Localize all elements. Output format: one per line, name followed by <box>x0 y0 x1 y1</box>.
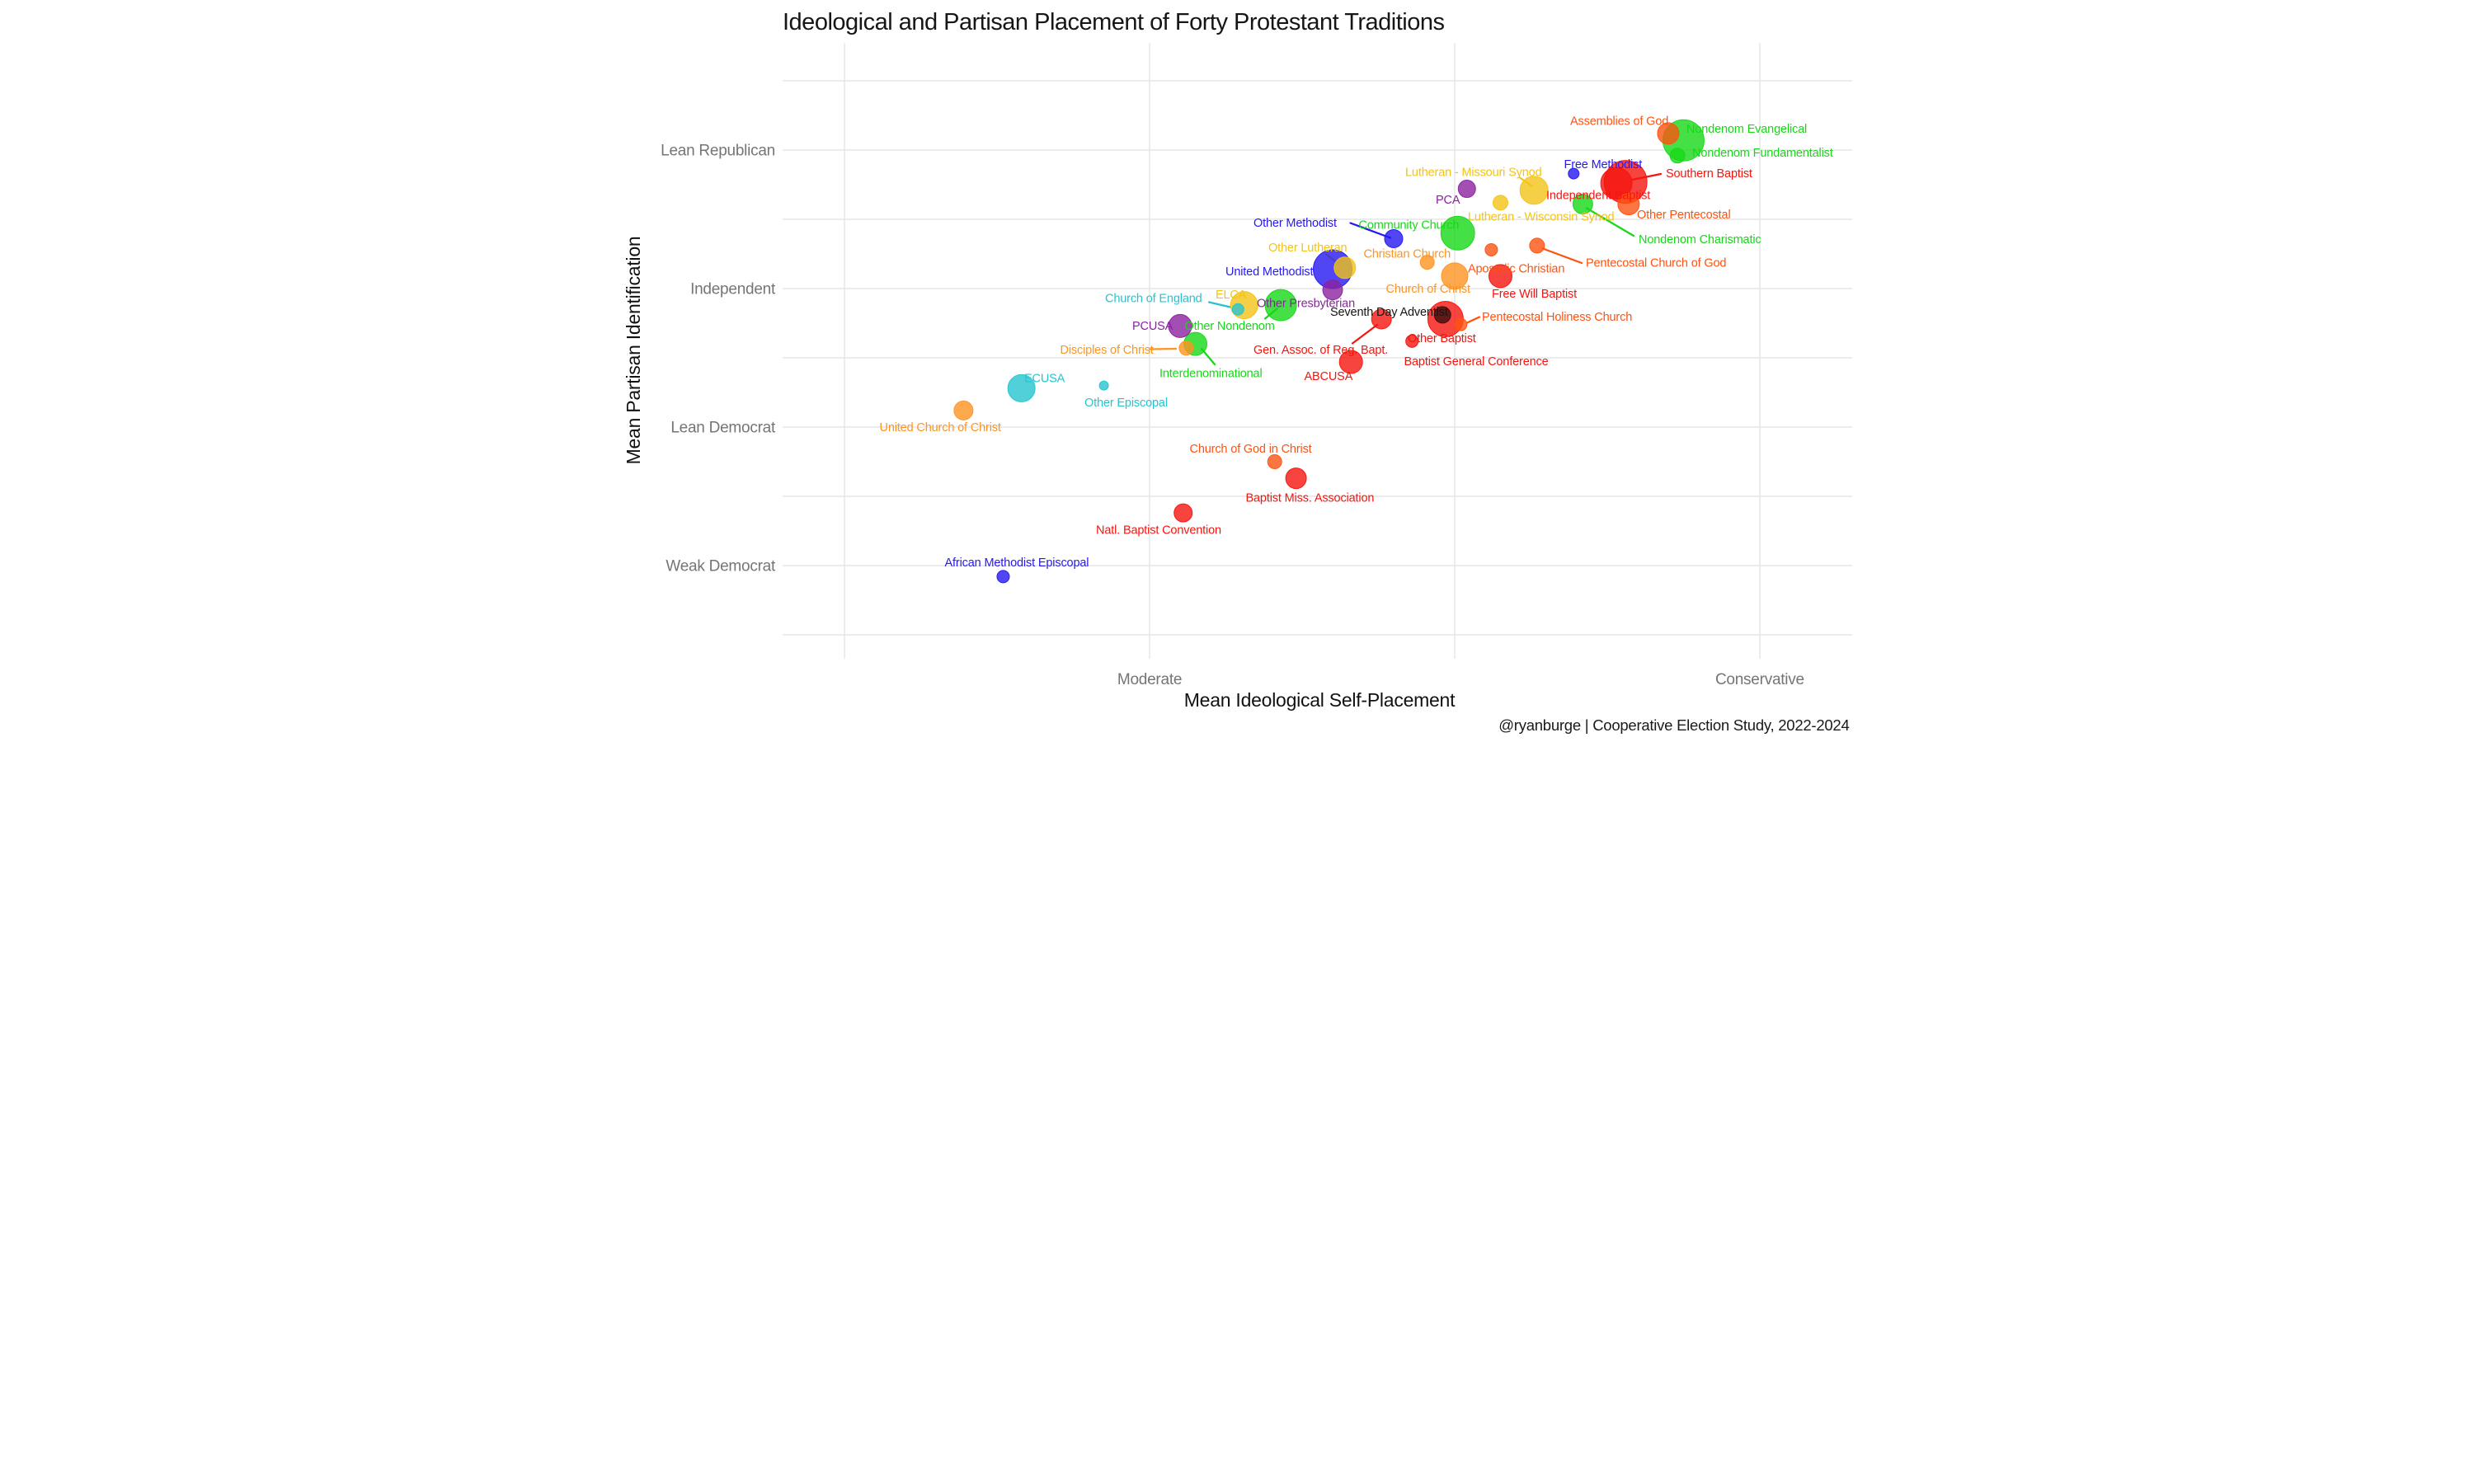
point-united-church-of-christ <box>953 400 974 420</box>
leader-pentecostal-holiness-church <box>1465 316 1481 324</box>
caption: @ryanburge | Cooperative Election Study,… <box>1498 716 1849 734</box>
label-pcusa: PCUSA <box>1132 320 1174 333</box>
chart-title: Ideological and Partisan Placement of Fo… <box>783 9 1445 35</box>
point-abcusa <box>1338 350 1363 374</box>
label-assemblies-of-god: Assemblies of God <box>1570 115 1668 129</box>
label-pentecostal-church-of-god: Pentecostal Church of God <box>1586 257 1726 270</box>
leader-pentecostal-church-of-god <box>1541 247 1583 265</box>
y-tick-2: Lean Democrat <box>670 419 776 436</box>
label-baptist-miss-association: Baptist Miss. Association <box>1246 492 1375 505</box>
label-other-pentecostal: Other Pentecostal <box>1637 209 1731 222</box>
point-other-lutheran <box>1333 256 1357 279</box>
point-african-methodist-episcopal <box>996 570 1010 584</box>
label-pentecostal-holiness-church: Pentecostal Holiness Church <box>1482 311 1632 324</box>
label-nondenom-charismatic: Nondenom Charismatic <box>1639 233 1761 247</box>
label-lutheran-missouri-synod: Lutheran - Missouri Synod <box>1405 167 1542 180</box>
label-seventh-day-adventist: Seventh Day Adventist <box>1330 306 1448 319</box>
point-seventh-day-adventist <box>1433 306 1451 324</box>
label-church-of-england: Church of England <box>1105 293 1202 306</box>
leader-other-methodist <box>1349 222 1392 239</box>
point-community-church <box>1440 215 1475 251</box>
label-church-of-god-in-christ: Church of God in Christ <box>1190 443 1312 456</box>
label-abcusa: ABCUSA <box>1305 370 1353 383</box>
point-other-methodist <box>1384 229 1404 249</box>
point-ecusa <box>1007 373 1036 402</box>
point-nondenom-charismatic <box>1572 194 1593 215</box>
point-lutheran-missouri-synod <box>1519 176 1549 205</box>
label-nondenom-fundamentalist: Nondenom Fundamentalist <box>1692 147 1833 160</box>
label-natl-baptist-convention: Natl. Baptist Convention <box>1096 524 1221 538</box>
y-axis-title: Mean Partisan Identification <box>623 237 644 465</box>
point-free-will-baptist <box>1488 264 1512 289</box>
point-baptist-general-conference <box>1405 334 1419 348</box>
point-pentecostal-holiness-church <box>1454 317 1468 331</box>
x-tick-1: Conservative <box>1715 671 1804 688</box>
label-united-church-of-christ: United Church of Christ <box>880 421 1001 434</box>
label-disciples-of-christ: Disciples of Christ <box>1061 344 1154 357</box>
label-united-methodist: United Methodist <box>1225 265 1314 279</box>
chart-figure: Ideological and Partisan Placement of Fo… <box>618 0 1856 742</box>
y-tick-0: Lean Republican <box>661 143 775 160</box>
point-pca <box>1457 180 1476 199</box>
point-other-nondenom <box>1264 289 1297 322</box>
label-elca: ELCA <box>1216 289 1247 302</box>
point-baptist-miss-association <box>1285 467 1307 490</box>
y-tick-3: Weak Democrat <box>666 557 776 575</box>
label-ecusa: ECUSA <box>1024 373 1065 386</box>
label-other-baptist: Other Baptist <box>1408 332 1476 345</box>
point-apostolic-christian <box>1484 242 1498 256</box>
point-natl-baptist-convention <box>1174 503 1193 523</box>
label-gen-assoc-of-reg-bapt: Gen. Assoc. of Reg. Bapt. <box>1253 344 1388 357</box>
x-tick-0: Moderate <box>1117 671 1182 688</box>
x-axis-title: Mean Ideological Self-Placement <box>1184 689 1456 711</box>
point-pentecostal-church-of-god <box>1529 237 1545 254</box>
point-lutheran-wisconsin-synod <box>1492 195 1508 211</box>
label-nondenom-evangelical: Nondenom Evangelical <box>1686 123 1807 136</box>
point-disciples-of-christ <box>1178 340 1194 356</box>
label-free-methodist: Free Methodist <box>1564 158 1643 171</box>
label-christian-church: Christian Church <box>1364 248 1451 261</box>
label-lutheran-wisconsin-synod: Lutheran - Wisconsin Synod <box>1468 211 1615 224</box>
point-free-methodist <box>1568 167 1580 180</box>
label-apostolic-christian: Apostolic Christian <box>1468 263 1564 276</box>
axis-tick-labels: Lean Republican Independent Lean Democrat W… <box>661 143 1804 688</box>
label-pca: PCA <box>1436 194 1460 207</box>
point-assemblies-of-god <box>1657 122 1680 145</box>
leader-gen-assoc-of-reg-bapt <box>1351 323 1379 345</box>
label-independent-baptist: Independent Baptist <box>1546 190 1650 203</box>
label-interdenominational: Interdenominational <box>1159 368 1263 381</box>
label-free-will-baptist: Free Will Baptist <box>1492 288 1577 301</box>
point-pcusa <box>1168 313 1192 338</box>
point-nondenom-fundamentalist <box>1669 148 1686 164</box>
point-church-of-christ <box>1441 262 1469 290</box>
label-baptist-general-conference: Baptist General Conference <box>1404 355 1549 369</box>
point-church-of-god-in-christ <box>1267 453 1282 469</box>
point-independent-baptist <box>1600 167 1633 200</box>
label-other-nondenom: Other Nondenom <box>1185 320 1275 333</box>
point-other-pentecostal <box>1617 193 1640 216</box>
y-tick-1: Independent <box>690 280 776 298</box>
leader-disciples-of-christ <box>1148 347 1178 350</box>
scatter-plot-svg: Ideological and Partisan Placement of Fo… <box>623 9 1852 734</box>
leader-nondenom-charismatic <box>1585 207 1635 237</box>
data-points <box>953 119 1705 584</box>
point-church-of-england <box>1231 303 1244 316</box>
point-other-episcopal <box>1098 380 1109 391</box>
point-gen-assoc-of-reg-bapt <box>1371 308 1392 330</box>
point-other-presbyterian <box>1322 279 1343 301</box>
label-other-episcopal: Other Episcopal <box>1084 397 1168 410</box>
point-christian-church <box>1419 255 1435 270</box>
leader-church-of-england <box>1207 301 1232 308</box>
label-other-presbyterian: Other Presbyterian <box>1257 298 1355 311</box>
gridlines <box>783 43 1852 659</box>
label-african-methodist-episcopal: African Methodist Episcopal <box>945 556 1089 570</box>
label-other-lutheran: Other Lutheran <box>1268 242 1348 255</box>
label-community-church: Community Church <box>1359 219 1460 232</box>
label-other-methodist: Other Methodist <box>1253 217 1337 230</box>
label-southern-baptist: Southern Baptist <box>1666 167 1752 181</box>
label-church-of-christ: Church of Christ <box>1386 283 1470 296</box>
point-labels: Nondenom Evangelical Nondenom Fundamental… <box>880 115 1833 571</box>
